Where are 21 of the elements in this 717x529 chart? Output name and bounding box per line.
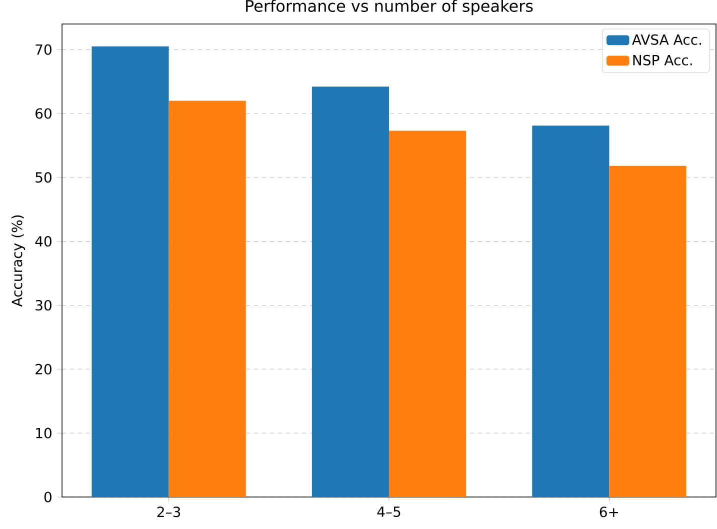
legend-label: NSP Acc. bbox=[633, 54, 692, 66]
y-tick-label: 20 bbox=[36, 364, 52, 374]
bar bbox=[168, 100, 246, 497]
x-tick-label: 2–3 bbox=[157, 506, 180, 518]
legend-label: AVSA Acc. bbox=[632, 34, 702, 45]
bar bbox=[532, 126, 610, 497]
y-tick-label: 50 bbox=[36, 172, 52, 183]
x-tick-label: 6+ bbox=[600, 506, 618, 518]
bar bbox=[609, 166, 686, 497]
bar bbox=[389, 130, 466, 497]
bar bbox=[92, 46, 169, 497]
x-tick-label: 4–5 bbox=[377, 506, 400, 517]
y-tick-label: 10 bbox=[36, 428, 52, 438]
chart-title: Performance vs number of speakers bbox=[246, 0, 533, 16]
y-tick-label: 60 bbox=[36, 108, 52, 119]
y-tick-label: 40 bbox=[35, 236, 52, 247]
y-tick-label: 0 bbox=[44, 492, 52, 502]
y-tick-label: 30 bbox=[36, 300, 52, 311]
bar bbox=[312, 86, 390, 497]
y-axis-title: Accuracy (%) bbox=[11, 215, 25, 307]
y-tick-label: 70 bbox=[36, 44, 52, 55]
